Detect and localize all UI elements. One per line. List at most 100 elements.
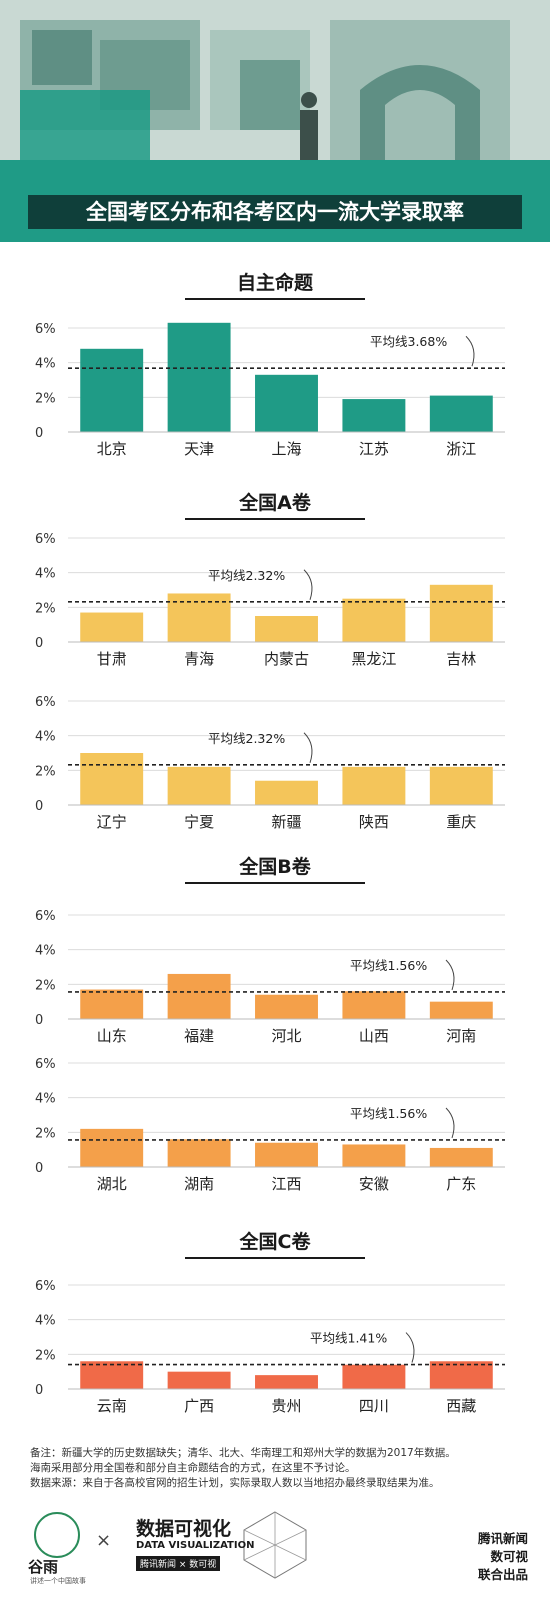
dv-logo-sub: 腾讯新闻 × 数可视 [136, 1556, 221, 1571]
note-line: 海南采用部分用全国卷和部分自主命题结合的方式，在这里不予讨论。 [30, 1462, 356, 1474]
footer-logos: 谷雨 讲述一个中国故事 × 数据可视化 DATA VISUALIZATION 腾… [0, 1500, 550, 1605]
average-callout-line [303, 569, 313, 600]
bar-浙江 [429, 395, 493, 432]
x-tick-label: 云南 [97, 1397, 127, 1415]
guyu-logo-name: 谷雨 [28, 1558, 59, 1576]
bar-内蒙古 [255, 616, 318, 642]
org-tencent: 腾讯新闻 [477, 1531, 528, 1546]
average-callout-line [405, 1332, 415, 1363]
x-tick-label: 新疆 [271, 813, 301, 831]
x-tick-label: 陕西 [359, 813, 389, 831]
y-tick-label: 6% [35, 322, 56, 337]
y-tick-label: 4% [35, 567, 56, 582]
bar-河南 [429, 1001, 493, 1019]
x-tick-label: 黑龙江 [351, 650, 396, 668]
bar-青海 [167, 593, 231, 642]
dv-logo-title: 数据可视化 [136, 1518, 232, 1540]
bar-重庆 [429, 766, 493, 805]
y-tick-label: 0 [35, 799, 43, 814]
collab-times: × [96, 1530, 112, 1551]
x-tick-label: 广西 [184, 1397, 214, 1415]
y-tick-label: 6% [35, 909, 56, 924]
x-tick-label: 天津 [184, 440, 214, 458]
y-tick-label: 2% [35, 1126, 56, 1141]
chart-national-a-1: 6% 4% 2% 0 甘肃 青海 内蒙古 黑龙江 吉林 平均线2.32% [35, 532, 505, 668]
bar-江苏 [342, 399, 406, 432]
bar-安徽 [342, 1144, 406, 1167]
section-underline [185, 518, 365, 520]
x-tick-label: 浙江 [446, 440, 476, 458]
bar-宁夏 [167, 766, 231, 805]
x-tick-label: 青海 [184, 650, 214, 668]
chart-national-a-2: 6% 4% 2% 0 辽宁 宁夏 新疆 陕西 重庆 平均线2.32% [35, 695, 505, 831]
x-tick-label: 吉林 [446, 650, 476, 668]
x-tick-label: 湖南 [184, 1175, 214, 1193]
x-tick-label: 北京 [97, 440, 127, 458]
bar-辽宁 [80, 753, 144, 805]
y-tick-label: 0 [35, 636, 43, 651]
section-underline [185, 1257, 365, 1259]
y-tick-label: 0 [35, 1383, 43, 1398]
bar-广东 [429, 1147, 493, 1167]
x-tick-label: 辽宁 [97, 813, 127, 831]
y-tick-label: 6% [35, 695, 56, 710]
dv-logo-en: DATA VISUALIZATION [136, 1540, 255, 1551]
chart-self-proposed: 6% 4% 2% 0 北京 天津 上海 江苏 浙江 平均线3.68% [35, 322, 505, 458]
guyu-logo-tagline: 讲述一个中国故事 [30, 1577, 86, 1585]
guyu-logo-icon [34, 1512, 80, 1558]
average-label: 平均线1.56% [350, 958, 427, 973]
note-line: 数据来源：来自于各高校官网的招生计划，实际录取人数以当地招办最终录取结果为准。 [30, 1477, 440, 1489]
x-tick-label: 山东 [97, 1027, 127, 1045]
y-tick-label: 0 [35, 1161, 43, 1176]
chart-national-c: 6% 4% 2% 0 云南 广西 贵州 四川 西藏 平均线1.41% [35, 1279, 505, 1415]
x-tick-label: 重庆 [446, 813, 476, 831]
bar-广西 [167, 1371, 231, 1389]
org-shukeshi: 数可视 [490, 1549, 528, 1564]
y-tick-label: 4% [35, 730, 56, 745]
bar-新疆 [255, 780, 318, 805]
x-tick-label: 江西 [271, 1175, 301, 1193]
bar-山西 [342, 991, 406, 1019]
section-title-self: 自主命题 [236, 272, 313, 294]
y-tick-label: 4% [35, 944, 56, 959]
y-tick-label: 4% [35, 1092, 56, 1107]
bar-云南 [80, 1361, 144, 1389]
x-tick-label: 安徽 [359, 1175, 389, 1193]
bar-吉林 [429, 584, 493, 642]
x-tick-label: 广东 [446, 1175, 476, 1193]
average-label: 平均线1.56% [350, 1106, 427, 1121]
x-tick-label: 贵州 [271, 1397, 301, 1415]
y-tick-label: 2% [35, 391, 56, 406]
y-tick-label: 2% [35, 978, 56, 993]
x-tick-label: 宁夏 [184, 813, 214, 831]
bar-河北 [255, 994, 318, 1019]
x-tick-label: 四川 [359, 1397, 389, 1415]
x-tick-label: 河南 [446, 1027, 476, 1045]
bar-福建 [167, 973, 231, 1019]
footnotes: 备注：新疆大学的历史数据缺失；清华、北大、华南理工和郑州大学的数据为2017年数… [30, 1446, 530, 1491]
average-label: 平均线3.68% [370, 334, 447, 349]
bar-山东 [80, 989, 144, 1019]
bar-四川 [342, 1364, 406, 1389]
x-tick-label: 上海 [271, 440, 301, 458]
y-tick-label: 6% [35, 1279, 56, 1294]
x-tick-label: 甘肃 [97, 650, 127, 668]
x-tick-label: 河北 [271, 1027, 301, 1045]
bar-甘肃 [80, 612, 144, 642]
y-tick-label: 6% [35, 532, 56, 547]
hero-illustration [0, 0, 550, 180]
section-title-a: 全国A卷 [239, 492, 311, 514]
polyhedron-icon [243, 1511, 307, 1579]
org-joint: 联合出品 [477, 1567, 528, 1582]
average-callout-line [445, 959, 455, 991]
bar-黑龙江 [342, 598, 406, 642]
bar-北京 [80, 348, 144, 432]
bar-湖南 [167, 1139, 231, 1167]
bar-天津 [167, 322, 231, 432]
average-callout-line [303, 732, 313, 763]
average-callout-line [465, 335, 475, 367]
x-tick-label: 西藏 [446, 1397, 476, 1415]
x-tick-label: 江苏 [359, 440, 389, 458]
x-tick-label: 湖北 [97, 1175, 127, 1193]
y-tick-label: 2% [35, 601, 56, 616]
